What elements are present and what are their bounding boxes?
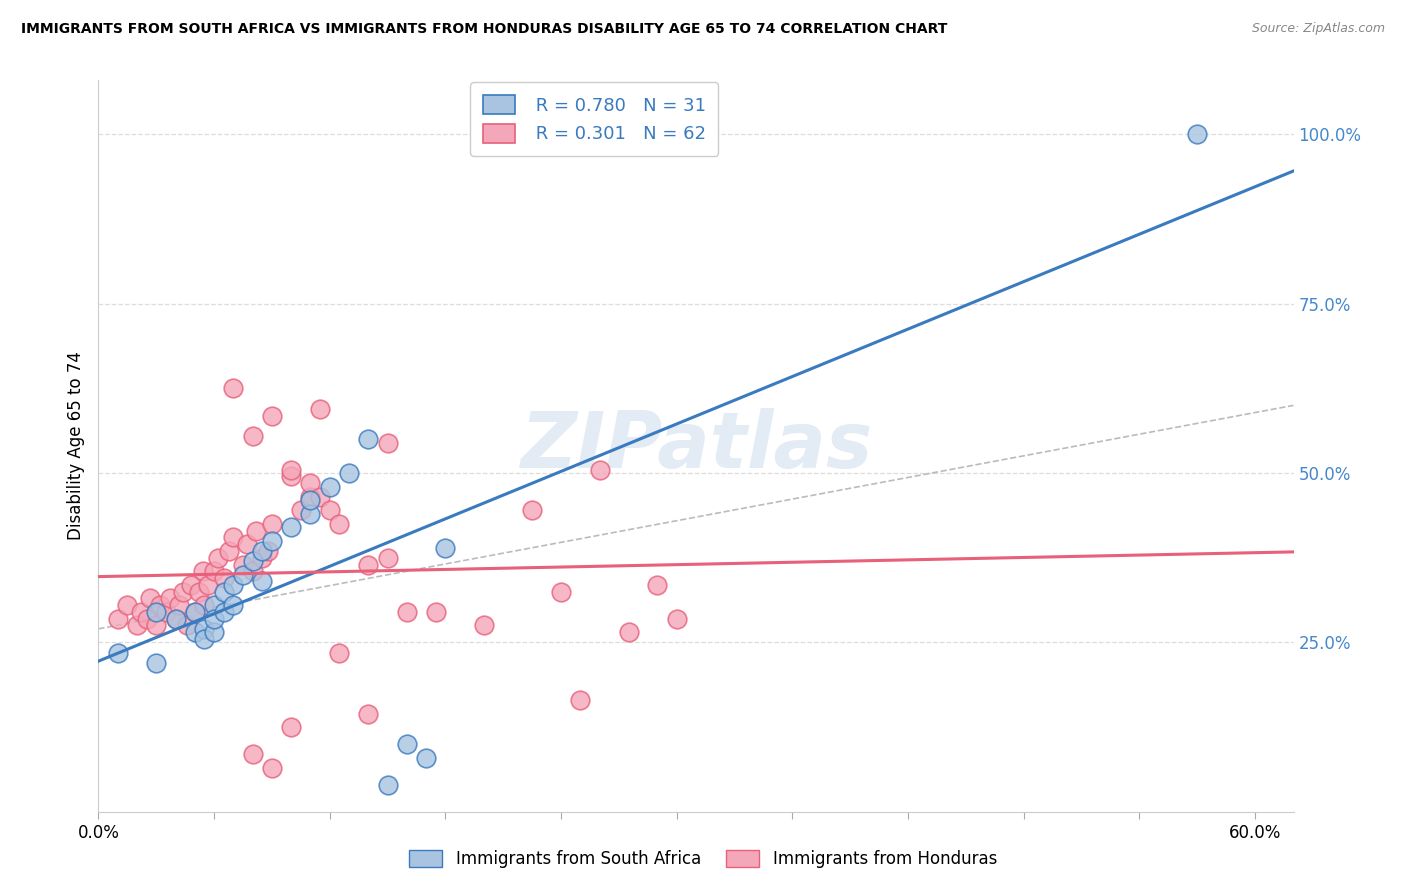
Point <box>107 646 129 660</box>
Point <box>236 537 259 551</box>
Point <box>434 541 457 555</box>
Point <box>328 516 350 531</box>
Text: ZIPatlas: ZIPatlas <box>520 408 872 484</box>
Point <box>242 747 264 761</box>
Point <box>180 578 202 592</box>
Point <box>159 591 181 606</box>
Point <box>218 544 240 558</box>
Point <box>319 480 342 494</box>
Point <box>135 612 157 626</box>
Point <box>197 578 219 592</box>
Point <box>588 463 610 477</box>
Point <box>550 584 572 599</box>
Point <box>377 778 399 792</box>
Point <box>117 598 139 612</box>
Point <box>242 429 264 443</box>
Point <box>232 567 254 582</box>
Point <box>569 693 592 707</box>
Point <box>415 750 437 764</box>
Point <box>202 598 225 612</box>
Point <box>260 533 283 548</box>
Text: Source: ZipAtlas.com: Source: ZipAtlas.com <box>1251 22 1385 36</box>
Point <box>299 490 322 504</box>
Point <box>299 493 322 508</box>
Point <box>165 612 187 626</box>
Point <box>129 605 152 619</box>
Point <box>176 618 198 632</box>
Point <box>172 584 194 599</box>
Point <box>280 720 302 734</box>
Point <box>193 622 215 636</box>
Point <box>395 737 418 751</box>
Legend:  R = 0.780   N = 31,  R = 0.301   N = 62: R = 0.780 N = 31, R = 0.301 N = 62 <box>470 82 718 156</box>
Point <box>309 490 332 504</box>
Point <box>202 564 225 578</box>
Point <box>260 409 283 423</box>
Point <box>472 618 495 632</box>
Point <box>242 554 264 568</box>
Point <box>222 578 245 592</box>
Point <box>145 618 167 632</box>
Point <box>222 381 245 395</box>
Point <box>222 598 245 612</box>
Point <box>337 466 360 480</box>
Point <box>184 625 207 640</box>
Point <box>252 550 274 565</box>
Point <box>207 550 229 565</box>
Point <box>193 632 215 646</box>
Point <box>425 605 447 619</box>
Point <box>299 507 322 521</box>
Point <box>290 503 312 517</box>
Point <box>1185 128 1208 142</box>
Point <box>357 558 380 572</box>
Point <box>319 503 342 517</box>
Point <box>155 605 177 619</box>
Point <box>125 618 148 632</box>
Point <box>169 598 191 612</box>
Point <box>617 625 640 640</box>
Point <box>520 503 543 517</box>
Point <box>357 432 380 446</box>
Point <box>165 612 187 626</box>
Point <box>280 520 302 534</box>
Point <box>187 584 209 599</box>
Point <box>309 401 332 416</box>
Point <box>212 605 235 619</box>
Text: IMMIGRANTS FROM SOUTH AFRICA VS IMMIGRANTS FROM HONDURAS DISABILITY AGE 65 TO 74: IMMIGRANTS FROM SOUTH AFRICA VS IMMIGRAN… <box>21 22 948 37</box>
Point <box>193 598 215 612</box>
Point <box>202 625 225 640</box>
Point <box>280 463 302 477</box>
Point <box>202 612 225 626</box>
Point <box>377 435 399 450</box>
Point <box>245 524 267 538</box>
Point <box>647 578 669 592</box>
Point <box>280 469 302 483</box>
Point <box>395 605 418 619</box>
Legend: Immigrants from South Africa, Immigrants from Honduras: Immigrants from South Africa, Immigrants… <box>402 843 1004 875</box>
Point <box>299 476 322 491</box>
Point <box>107 612 129 626</box>
Y-axis label: Disability Age 65 to 74: Disability Age 65 to 74 <box>66 351 84 541</box>
Point <box>328 646 350 660</box>
Point <box>145 605 167 619</box>
Point <box>145 656 167 670</box>
Point <box>212 584 235 599</box>
Point <box>184 605 207 619</box>
Point <box>377 550 399 565</box>
Point <box>222 530 245 544</box>
Point <box>252 544 274 558</box>
Point <box>212 571 235 585</box>
Point <box>357 706 380 721</box>
Point <box>257 544 280 558</box>
Point <box>252 574 274 589</box>
Point <box>184 605 207 619</box>
Point <box>242 564 264 578</box>
Point <box>665 612 688 626</box>
Point <box>191 564 214 578</box>
Point <box>149 598 172 612</box>
Point <box>139 591 162 606</box>
Point <box>260 516 283 531</box>
Point <box>232 558 254 572</box>
Point <box>260 761 283 775</box>
